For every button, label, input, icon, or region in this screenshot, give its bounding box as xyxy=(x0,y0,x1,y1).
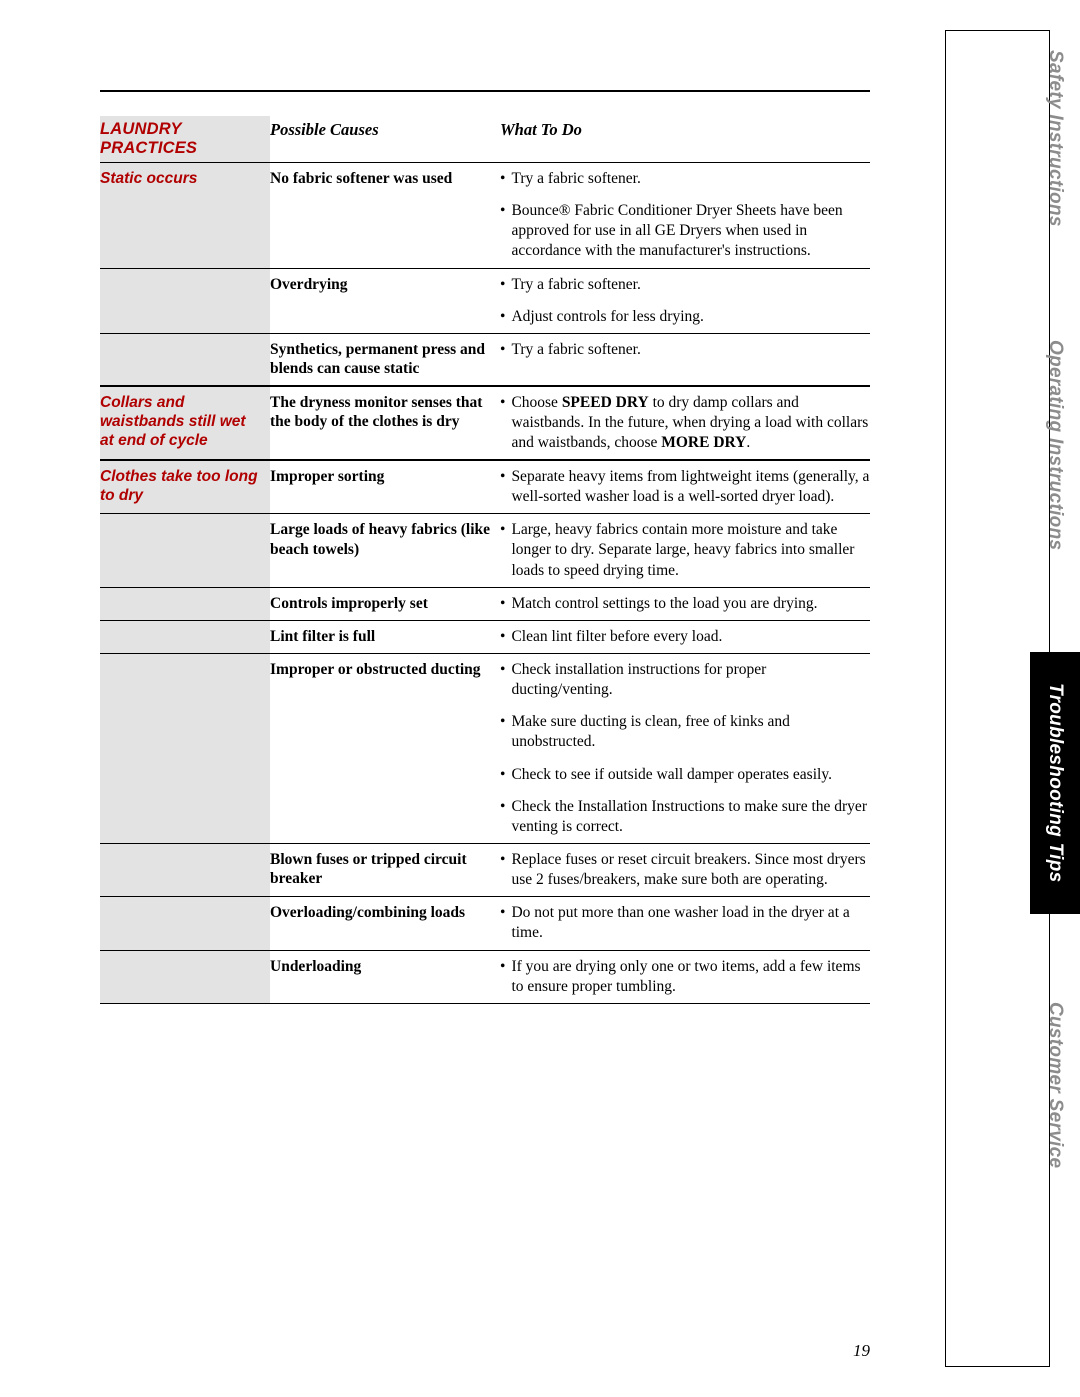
cause-cell: Lint filter is full xyxy=(270,621,500,654)
problem-cell xyxy=(100,706,270,758)
top-rule xyxy=(100,90,870,92)
fix-cell: •If you are drying only one or two items… xyxy=(500,951,870,1004)
cause-cell: The dryness monitor senses that the body… xyxy=(270,387,500,460)
tab-operating: Operating Instructions xyxy=(1030,310,1080,580)
problem-cell: Clothes take too long to dry xyxy=(100,461,270,514)
fix-cell: •Make sure ducting is clean, free of kin… xyxy=(500,706,870,758)
fix-cell: •Check the Installation Instructions to … xyxy=(500,791,870,844)
fix-cell: •Large, heavy fabrics contain more moist… xyxy=(500,514,870,587)
page-number: 19 xyxy=(853,1341,870,1361)
tab-safety: Safety Instructions xyxy=(1030,18,1080,258)
fix-cell: •Check to see if outside wall damper ope… xyxy=(500,759,870,791)
problem-cell xyxy=(100,195,270,268)
problem-cell xyxy=(100,844,270,897)
cause-cell: Blown fuses or tripped circuit breaker xyxy=(270,844,500,897)
cause-cell: Improper sorting xyxy=(270,461,500,514)
problem-cell: Collars and waistbands still wet at end … xyxy=(100,387,270,460)
causes-header: Possible Causes xyxy=(270,120,379,139)
fix-cell: •Try a fabric softener. xyxy=(500,334,870,386)
problem-cell xyxy=(100,897,270,950)
tab-label: Customer Service xyxy=(1044,1002,1066,1168)
fix-cell: •Separate heavy items from lightweight i… xyxy=(500,461,870,514)
fix-header: What To Do xyxy=(500,120,582,139)
problem-cell xyxy=(100,759,270,791)
tab-label: Safety Instructions xyxy=(1044,50,1066,227)
cause-cell xyxy=(270,791,500,844)
cause-cell xyxy=(270,706,500,758)
fix-cell: •Check installation instructions for pro… xyxy=(500,654,870,706)
tab-label: Operating Instructions xyxy=(1044,340,1066,550)
problem-cell: Static occurs xyxy=(100,163,270,195)
fix-cell: •Replace fuses or reset circuit breakers… xyxy=(500,844,870,897)
tab-troubleshooting: Troubleshooting Tips xyxy=(1030,652,1080,914)
cause-cell: No fabric softener was used xyxy=(270,163,500,195)
troubleshoot-table: LAUNDRY PRACTICES Possible Causes What To … xyxy=(100,116,870,1004)
cause-cell: Overloading/combining loads xyxy=(270,897,500,950)
troubleshooting-page: LAUNDRY PRACTICES Possible Causes What To … xyxy=(100,90,870,1004)
fix-cell: •Choose SPEED DRY to dry damp collars an… xyxy=(500,387,870,460)
fix-cell: •Adjust controls for less drying. xyxy=(500,301,870,334)
category-header: LAUNDRY PRACTICES xyxy=(100,120,197,157)
cause-cell: Large loads of heavy fabrics (like beach… xyxy=(270,514,500,587)
cause-cell: Overdrying xyxy=(270,269,500,301)
problem-cell xyxy=(100,654,270,706)
problem-cell xyxy=(100,621,270,654)
fix-cell: •Bounce® Fabric Conditioner Dryer Sheets… xyxy=(500,195,870,268)
problem-cell xyxy=(100,301,270,334)
cause-cell: Synthetics, permanent press and blends c… xyxy=(270,334,500,386)
cause-cell xyxy=(270,301,500,334)
problem-cell xyxy=(100,269,270,301)
problem-cell xyxy=(100,951,270,1004)
cause-cell xyxy=(270,759,500,791)
problem-cell xyxy=(100,334,270,386)
problem-cell xyxy=(100,588,270,621)
problem-cell xyxy=(100,791,270,844)
fix-cell: •Do not put more than one washer load in… xyxy=(500,897,870,950)
fix-cell: •Try a fabric softener. xyxy=(500,269,870,301)
tab-customer: Customer Service xyxy=(1030,970,1080,1200)
fix-cell: •Match control settings to the load you … xyxy=(500,588,870,621)
cause-cell: Controls improperly set xyxy=(270,588,500,621)
fix-cell: •Clean lint filter before every load. xyxy=(500,621,870,654)
cause-cell: Underloading xyxy=(270,951,500,1004)
tab-label: Troubleshooting Tips xyxy=(1044,683,1066,883)
cause-cell xyxy=(270,195,500,268)
fix-cell: •Try a fabric softener. xyxy=(500,163,870,195)
cause-cell: Improper or obstructed ducting xyxy=(270,654,500,706)
problem-cell xyxy=(100,514,270,587)
